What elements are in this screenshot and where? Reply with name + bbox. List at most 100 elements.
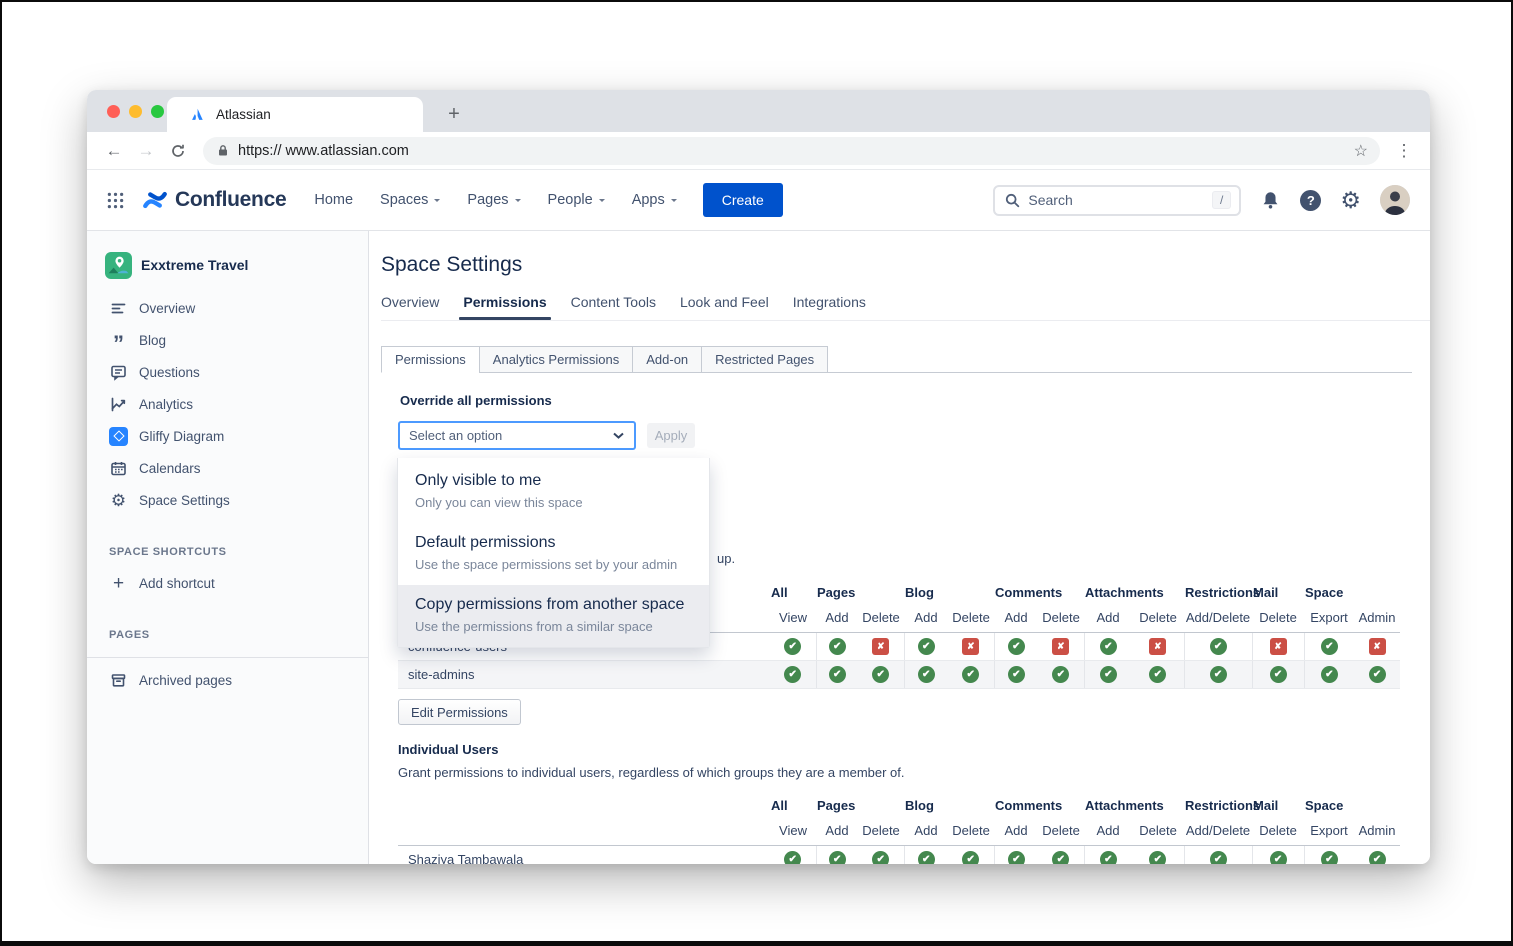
allow-icon: ✔ [1099, 851, 1117, 864]
bookmark-star-icon[interactable]: ☆ [1353, 142, 1368, 160]
subtab-add-on[interactable]: Add-on [632, 346, 703, 373]
settings-gear-icon[interactable]: ⚙ [1340, 186, 1361, 213]
address-bar[interactable]: https:// www.atlassian.com ☆ [203, 136, 1380, 165]
permission-group-header: Blog [905, 584, 934, 600]
allow-icon: ✔ [917, 666, 935, 683]
allow-icon: ✔ [784, 638, 802, 655]
deny-icon: ✘ [1368, 638, 1386, 655]
allow-icon: ✔ [1368, 666, 1386, 683]
allow-icon: ✔ [1209, 851, 1227, 864]
back-button[interactable]: ← [105, 140, 123, 160]
permission-column-header: Add [904, 817, 948, 846]
allow-icon: ✔ [1209, 666, 1227, 683]
sidebar-item-gliffy-diagram[interactable]: Gliffy Diagram [87, 420, 368, 452]
override-permissions-label: Override all permissions [400, 393, 552, 408]
permission-column-header: Add/Delete [1184, 604, 1253, 633]
permission-column-header: Delete [1132, 604, 1185, 633]
add-shortcut-button[interactable]: + Add shortcut [87, 567, 368, 599]
reload-button[interactable] [165, 138, 191, 164]
allow-icon: ✔ [784, 666, 802, 683]
sidebar-item-archived-pages[interactable]: Archived pages [87, 664, 368, 696]
tab-permissions[interactable]: Permissions [459, 294, 551, 320]
maximize-window-button[interactable] [151, 105, 164, 118]
nav-home[interactable]: Home [314, 192, 354, 208]
allow-icon: ✔ [1007, 851, 1025, 864]
permission-column-header: Delete [1252, 604, 1305, 633]
permission-group-header: Restrictions [1185, 584, 1261, 600]
subtab-permissions[interactable]: Permissions [381, 346, 480, 373]
nav-spaces[interactable]: Spaces [380, 192, 441, 208]
search-shortcut-badge: / [1212, 191, 1232, 209]
permission-column-header: Delete [948, 604, 995, 633]
browser-toolbar: ← → https:// www.atlassian.com ☆ ⋮ [87, 132, 1430, 170]
subtab-restricted-pages[interactable]: Restricted Pages [701, 346, 829, 373]
confluence-logo[interactable]: Confluence [142, 187, 287, 213]
edit-permissions-button[interactable]: Edit Permissions [398, 699, 521, 725]
create-button[interactable]: Create [702, 183, 783, 217]
permission-group-header: Blog [905, 797, 934, 813]
individual-users-description: Grant permissions to individual users, r… [398, 765, 905, 780]
permission-group-header: Mail [1253, 797, 1279, 813]
browser-tab[interactable]: Atlassian [167, 97, 423, 132]
sidebar-item-blog[interactable]: ” Blog [87, 324, 368, 356]
tab-look-and-feel[interactable]: Look and Feel [679, 294, 769, 310]
nav-people[interactable]: People [548, 192, 605, 208]
space-header[interactable]: Exxtreme Travel [87, 250, 368, 280]
allow-icon: ✔ [1269, 666, 1287, 683]
sidebar-item-calendars[interactable]: Calendars [87, 452, 368, 484]
browser-window: Atlassian + ← → https:// www.atlassian.c… [87, 90, 1430, 864]
product-name: Confluence [175, 188, 287, 211]
nav-pages[interactable]: Pages [467, 192, 521, 208]
forward-button[interactable]: → [137, 140, 155, 160]
space-sidebar: Exxtreme Travel Overview ” Blog [87, 231, 369, 864]
permission-column-header: Admin [1354, 817, 1401, 846]
subtab-analytics-permissions[interactable]: Analytics Permissions [478, 346, 634, 373]
table-row: site-admins ✔ ✔ ✔ ✔ ✔ ✔ ✔ ✔ ✔ ✔ ✔ ✔ ✔ [398, 660, 1401, 689]
close-window-button[interactable] [107, 105, 120, 118]
search-box[interactable]: / [993, 184, 1242, 216]
allow-icon: ✔ [1052, 851, 1070, 864]
lock-icon [217, 144, 229, 157]
permission-group-header: All [771, 797, 788, 813]
space-shortcuts-label: SPACE SHORTCUTS [109, 546, 227, 558]
sidebar-item-analytics[interactable]: Analytics [87, 388, 368, 420]
dropdown-option-only-visible-to-me[interactable]: Only visible to me Only you can view thi… [415, 472, 583, 510]
allow-icon: ✔ [1099, 666, 1117, 683]
dropdown-option-default-permissions[interactable]: Default permissions Use the space permis… [415, 534, 678, 572]
new-tab-button[interactable]: + [448, 102, 460, 125]
allow-icon: ✔ [1320, 666, 1338, 683]
gear-icon: ⚙ [110, 490, 127, 510]
permission-group-header: Comments [995, 584, 1063, 600]
app-switcher-icon[interactable] [107, 192, 124, 209]
override-select[interactable]: Select an option [398, 421, 636, 450]
allow-icon: ✔ [962, 666, 980, 683]
confluence-mark-icon [143, 191, 167, 209]
main-nav: Home Spaces Pages People Apps [314, 192, 677, 208]
permission-column-header: Delete [858, 604, 904, 633]
minimize-window-button[interactable] [129, 105, 142, 118]
sidebar-item-questions[interactable]: Questions [87, 356, 368, 388]
permission-column-header: Add [994, 817, 1039, 846]
search-icon [1005, 193, 1020, 208]
permission-column-header: Delete [1252, 817, 1305, 846]
nav-apps[interactable]: Apps [632, 192, 677, 208]
user-avatar[interactable] [1380, 185, 1410, 215]
notifications-bell-icon[interactable] [1260, 190, 1281, 211]
tab-integrations[interactable]: Integrations [792, 294, 866, 310]
allow-icon: ✔ [1320, 638, 1338, 655]
browser-menu-icon[interactable]: ⋮ [1395, 140, 1413, 160]
dropdown-option-copy-permissions[interactable]: Copy permissions from another space Use … [398, 585, 709, 647]
chevron-down-icon [514, 199, 521, 205]
sidebar-item-overview[interactable]: Overview [87, 292, 368, 324]
apply-button[interactable]: Apply [647, 423, 695, 448]
allow-icon: ✔ [1007, 666, 1025, 683]
help-icon[interactable]: ? [1300, 189, 1322, 211]
tab-overview[interactable]: Overview [381, 294, 440, 310]
atlassian-favicon-icon [189, 106, 206, 123]
permission-group-header: Space [1305, 797, 1344, 813]
search-input[interactable] [1028, 192, 1205, 208]
sidebar-item-space-settings[interactable]: ⚙ Space Settings [110, 490, 230, 510]
permission-group-header: Mail [1253, 584, 1279, 600]
tab-content-tools[interactable]: Content Tools [570, 294, 656, 310]
permission-column-header: Delete [858, 817, 904, 846]
